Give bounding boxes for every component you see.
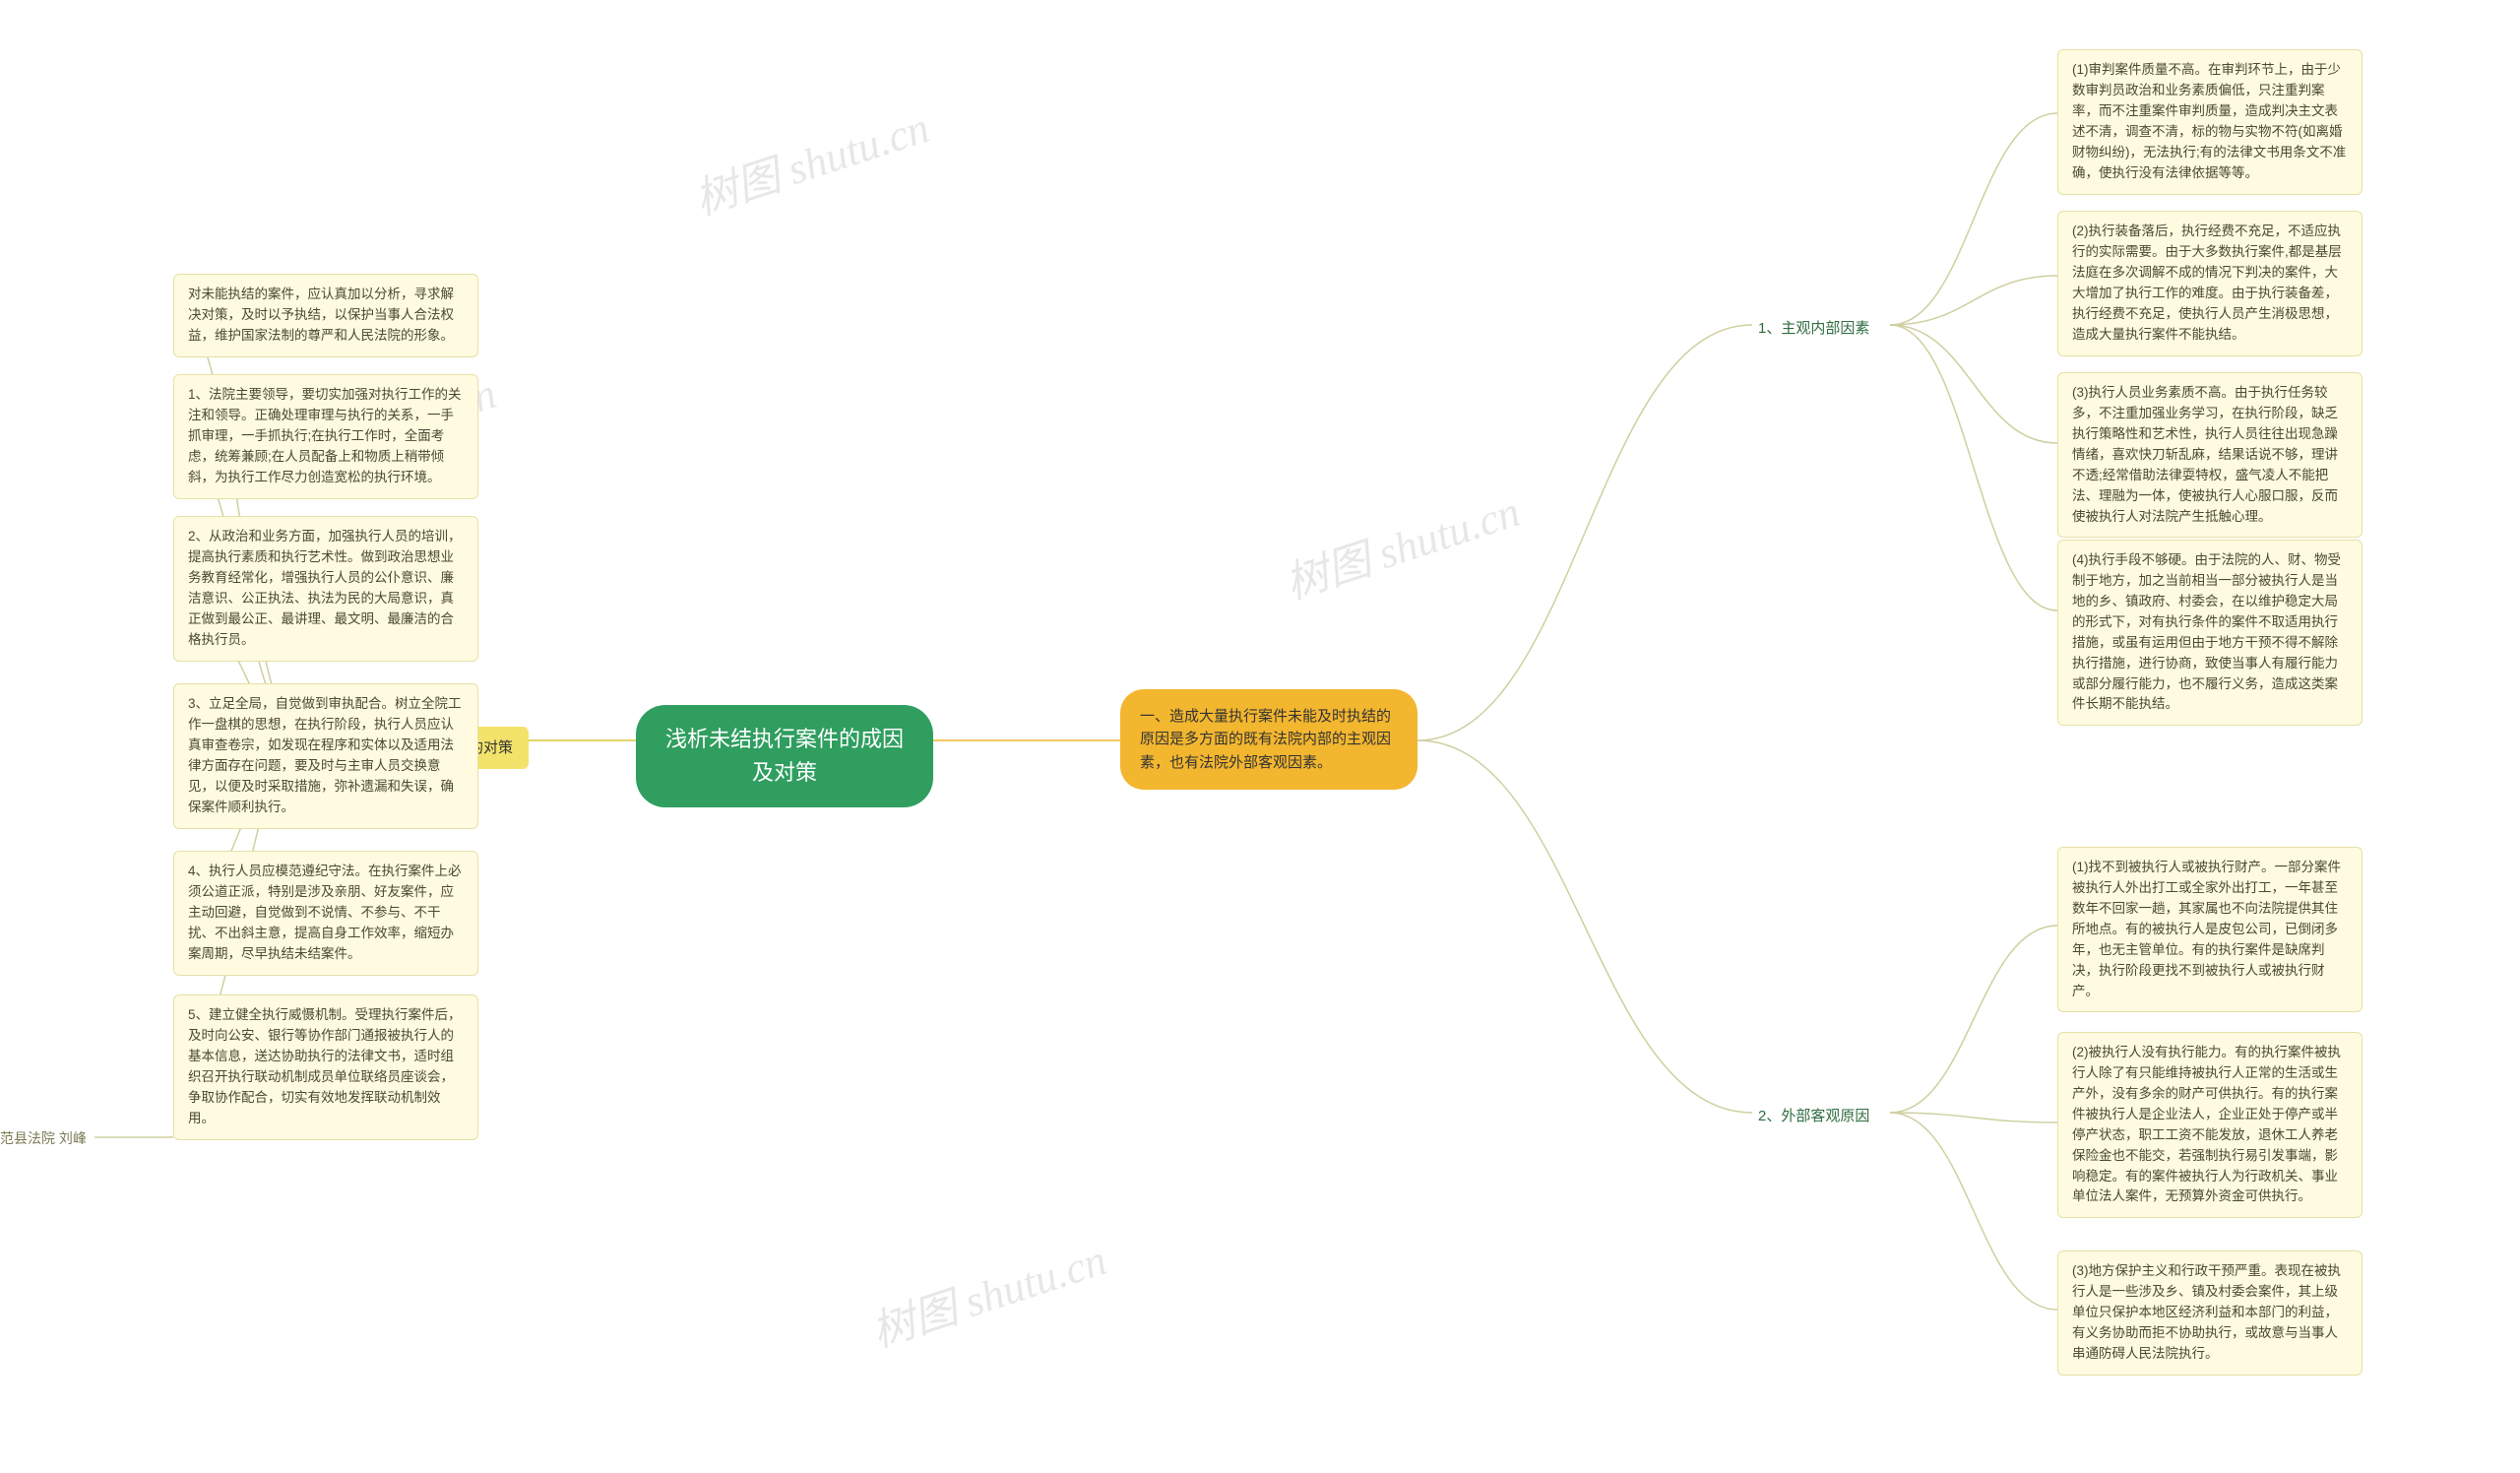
- watermark: 树图 shutu.cn: [685, 92, 936, 226]
- leaf-r-1-2: (2)执行装备落后，执行经费不充足，不适应执行的实际需要。由于大多数执行案件,都…: [2057, 211, 2362, 356]
- sub-right-1: 1、主观内部因素: [1752, 313, 1875, 344]
- leaf-r-1-4: (4)执行手段不够硬。由于法院的人、财、物受制于地方，加之当前相当一部分被执行人…: [2057, 540, 2362, 726]
- leaf-r-1-3: (3)执行人员业务素质不高。由于执行任务较多，不注重加强业务学习，在执行阶段，缺…: [2057, 372, 2362, 538]
- watermark: 树图 shutu.cn: [862, 1224, 1113, 1359]
- leaf-r-2-2: (2)被执行人没有执行能力。有的执行案件被执行人除了有只能维持被执行人正常的生活…: [2057, 1032, 2362, 1218]
- leaf-l-2: 2、从政治和业务方面，加强执行人员的培训，提高执行素质和执行艺术性。做到政治思想…: [173, 516, 478, 662]
- leaf-l-3: 3、立足全局，自觉做到审执配合。树立全院工作一盘棋的思想，在执行阶段，执行人员应…: [173, 683, 478, 829]
- leaf-r-1-1: (1)审判案件质量不高。在审判环节上，由于少数审判员政治和业务素质偏低，只注重判…: [2057, 49, 2362, 195]
- sub-right-2: 2、外部客观原因: [1752, 1101, 1875, 1131]
- leaf-r-2-3: (3)地方保护主义和行政干预严重。表现在被执行人是一些涉及乡、镇及村委会案件，其…: [2057, 1250, 2362, 1376]
- leaf-l-0: 对未能执结的案件，应认真加以分析，寻求解决对策，及时以予执结，以保护当事人合法权…: [173, 274, 478, 357]
- branch-right: 一、造成大量执行案件未能及时执结的原因是多方面的既有法院内部的主观因素，也有法院…: [1120, 689, 1418, 790]
- leaf-l-5: 5、建立健全执行威慑机制。受理执行案件后，及时向公安、银行等协作部门通报被执行人…: [173, 994, 478, 1140]
- leaf-l-1: 1、法院主要领导，要切实加强对执行工作的关注和领导。正确处理审理与执行的关系，一…: [173, 374, 478, 499]
- leaf-l-4: 4、执行人员应模范遵纪守法。在执行案件上必须公道正派，特别是涉及亲朋、好友案件，…: [173, 851, 478, 976]
- root-node: 浅析未结执行案件的成因及对策: [636, 705, 933, 807]
- source-label: 范县法院 刘峰: [0, 1128, 87, 1148]
- leaf-r-2-1: (1)找不到被执行人或被执行财产。一部分案件被执行人外出打工或全家外出打工，一年…: [2057, 847, 2362, 1012]
- watermark: 树图 shutu.cn: [1276, 476, 1527, 610]
